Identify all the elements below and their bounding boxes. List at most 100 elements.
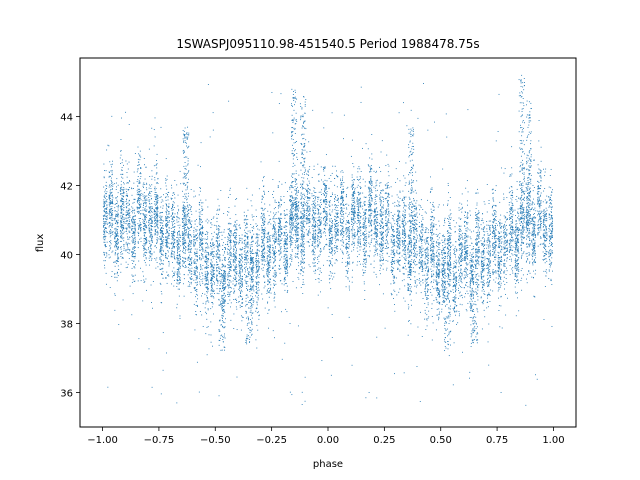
data-point xyxy=(416,223,418,225)
data-point xyxy=(396,277,397,279)
data-point xyxy=(240,254,242,256)
data-point xyxy=(185,218,186,220)
data-point xyxy=(477,246,479,248)
data-point xyxy=(217,280,218,282)
data-point xyxy=(460,260,461,262)
data-point xyxy=(421,232,422,234)
data-point xyxy=(116,261,118,262)
data-point xyxy=(190,243,192,245)
data-point xyxy=(229,187,231,189)
data-point xyxy=(334,262,336,264)
data-point xyxy=(422,298,424,299)
data-point xyxy=(353,183,354,185)
data-point xyxy=(481,251,483,253)
data-point xyxy=(385,217,387,219)
data-point xyxy=(388,212,390,214)
data-point xyxy=(360,243,361,244)
data-point xyxy=(426,239,427,241)
data-point xyxy=(314,192,316,194)
data-point xyxy=(194,220,196,222)
data-point xyxy=(402,229,404,231)
data-point xyxy=(393,252,395,254)
data-point xyxy=(523,218,525,220)
data-point xyxy=(449,238,451,239)
data-point xyxy=(478,256,480,258)
data-point xyxy=(365,225,367,227)
data-point xyxy=(540,171,542,173)
data-point xyxy=(445,256,446,257)
data-point xyxy=(458,315,460,317)
data-point xyxy=(166,229,167,231)
data-point xyxy=(495,245,497,247)
data-point xyxy=(449,249,451,251)
data-point xyxy=(272,228,274,230)
data-point xyxy=(149,251,151,253)
data-point xyxy=(540,205,542,206)
data-point xyxy=(144,164,145,166)
data-point xyxy=(551,192,553,193)
data-point xyxy=(193,236,195,238)
data-point xyxy=(227,259,229,260)
data-point xyxy=(295,241,297,243)
data-point xyxy=(379,237,381,239)
data-point xyxy=(176,216,178,218)
data-point xyxy=(408,308,410,310)
data-point xyxy=(506,218,508,220)
data-point xyxy=(543,224,545,226)
data-point xyxy=(303,248,305,250)
data-point xyxy=(228,207,230,208)
data-point xyxy=(375,243,377,245)
data-point xyxy=(188,269,189,271)
data-point xyxy=(159,230,161,231)
data-point xyxy=(289,263,291,265)
data-point xyxy=(481,237,483,239)
data-point xyxy=(324,245,326,247)
data-point xyxy=(439,254,441,255)
data-point xyxy=(342,231,344,233)
data-point xyxy=(526,168,528,170)
data-point xyxy=(527,259,529,261)
data-point xyxy=(482,230,484,232)
data-point xyxy=(274,259,276,261)
data-point xyxy=(404,214,406,216)
data-point xyxy=(550,168,552,170)
data-point xyxy=(239,272,241,274)
data-point xyxy=(320,248,322,250)
data-point xyxy=(511,207,512,209)
data-point xyxy=(151,235,153,237)
data-point xyxy=(422,229,424,231)
data-point xyxy=(234,270,236,272)
data-point xyxy=(453,307,455,309)
data-point xyxy=(546,272,548,274)
data-point xyxy=(183,212,185,214)
data-point xyxy=(420,265,422,267)
data-point xyxy=(150,222,152,224)
data-point xyxy=(438,262,440,264)
data-point xyxy=(324,221,326,223)
data-point xyxy=(427,274,429,276)
data-point xyxy=(425,232,427,233)
data-point xyxy=(357,214,359,216)
data-point xyxy=(432,201,434,203)
data-point xyxy=(160,291,162,293)
data-point xyxy=(166,178,168,180)
data-point xyxy=(166,240,168,241)
data-point xyxy=(512,246,514,248)
data-point xyxy=(191,240,193,242)
data-point xyxy=(415,245,417,246)
data-point xyxy=(246,311,247,313)
data-point xyxy=(331,240,333,242)
data-point xyxy=(444,217,446,219)
data-point xyxy=(291,228,293,230)
data-point xyxy=(127,252,129,253)
data-point xyxy=(300,269,302,271)
data-point xyxy=(205,260,207,262)
data-point xyxy=(167,193,169,195)
data-point xyxy=(138,224,140,226)
data-point xyxy=(106,201,108,203)
data-point xyxy=(379,267,381,269)
data-point xyxy=(348,237,350,239)
data-point xyxy=(516,200,518,202)
data-point xyxy=(364,204,366,206)
data-point xyxy=(251,259,252,260)
